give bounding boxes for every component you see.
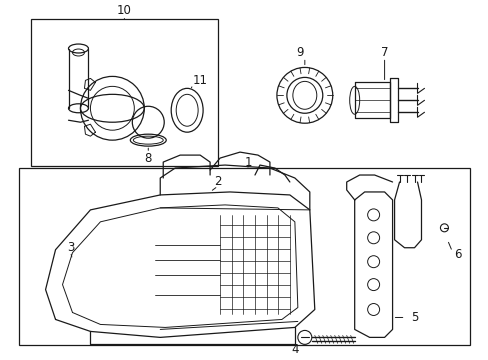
Text: 5: 5: [410, 311, 417, 324]
Bar: [19, 168, 469, 345]
Text: 9: 9: [296, 46, 303, 59]
Text: 7: 7: [380, 46, 387, 59]
Text: 4: 4: [290, 343, 298, 356]
Text: 2: 2: [214, 175, 222, 189]
Text: 11: 11: [192, 74, 207, 87]
Text: 8: 8: [144, 152, 152, 165]
Text: 1: 1: [244, 156, 251, 168]
Text: 10: 10: [117, 4, 131, 17]
Bar: [31, 19, 218, 166]
Text: 6: 6: [453, 248, 460, 261]
Text: 3: 3: [67, 241, 74, 254]
